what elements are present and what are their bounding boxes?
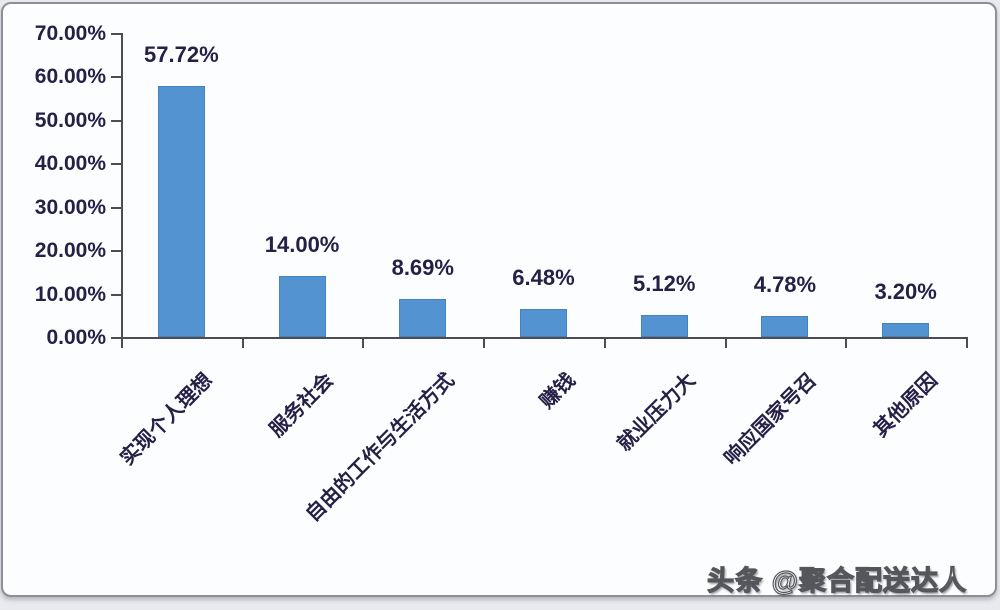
x-axis-tick [483,337,486,348]
bar [520,308,567,337]
bar [761,316,809,337]
bar-value-label: 4.78% [753,272,817,298]
bar [882,323,930,337]
x-axis-tick [241,337,244,348]
y-tick-label: 20.00% [34,239,106,263]
y-axis-tick [111,250,121,253]
y-axis-tick [111,206,121,209]
bar-value-label: 6.48% [512,264,575,290]
bar-value-label: 3.20% [874,279,937,305]
x-tick-label: 服务社会 [265,369,338,442]
bar [640,314,688,337]
x-axis-tick [362,337,365,348]
y-tick-label: 60.00% [34,65,106,89]
x-axis-line [113,337,968,339]
x-tick-label: 赚钱 [535,369,580,414]
bar-value-label: 8.69% [391,255,454,281]
y-tick-label: 40.00% [34,152,106,176]
x-tick-label: 其他原因 [869,369,942,442]
bar-value-label: 57.72% [144,42,219,68]
bar-value-label: 14.00% [264,232,340,258]
y-tick-label: 70.00% [34,22,106,45]
bar [278,276,326,337]
x-tick-label: 实现个人理想 [116,369,218,470]
x-axis-tick [966,337,968,348]
x-axis-tick [603,337,606,348]
x-axis-tick [724,337,727,348]
y-tick-label: 10.00% [34,282,106,306]
x-tick-label: 就业压力大 [613,369,701,456]
y-axis-tick [111,33,121,35]
y-axis-tick [111,337,121,339]
y-tick-label: 0.00% [46,326,106,349]
y-tick-label: 30.00% [34,195,106,219]
watermark: 头条 @聚合配送达人 [707,565,967,596]
bar [157,86,205,337]
bar [399,299,447,337]
y-axis-tick [111,76,121,79]
x-tick-label: 响应国家号召 [720,369,821,470]
y-axis-tick [111,119,121,122]
bar-value-label: 5.12% [633,270,696,296]
y-axis-tick [111,293,121,296]
y-tick-label: 50.00% [34,108,106,132]
y-axis-tick [111,163,121,166]
x-axis-tick [845,337,848,348]
x-axis-tick [121,337,123,348]
y-axis-line [121,33,123,339]
